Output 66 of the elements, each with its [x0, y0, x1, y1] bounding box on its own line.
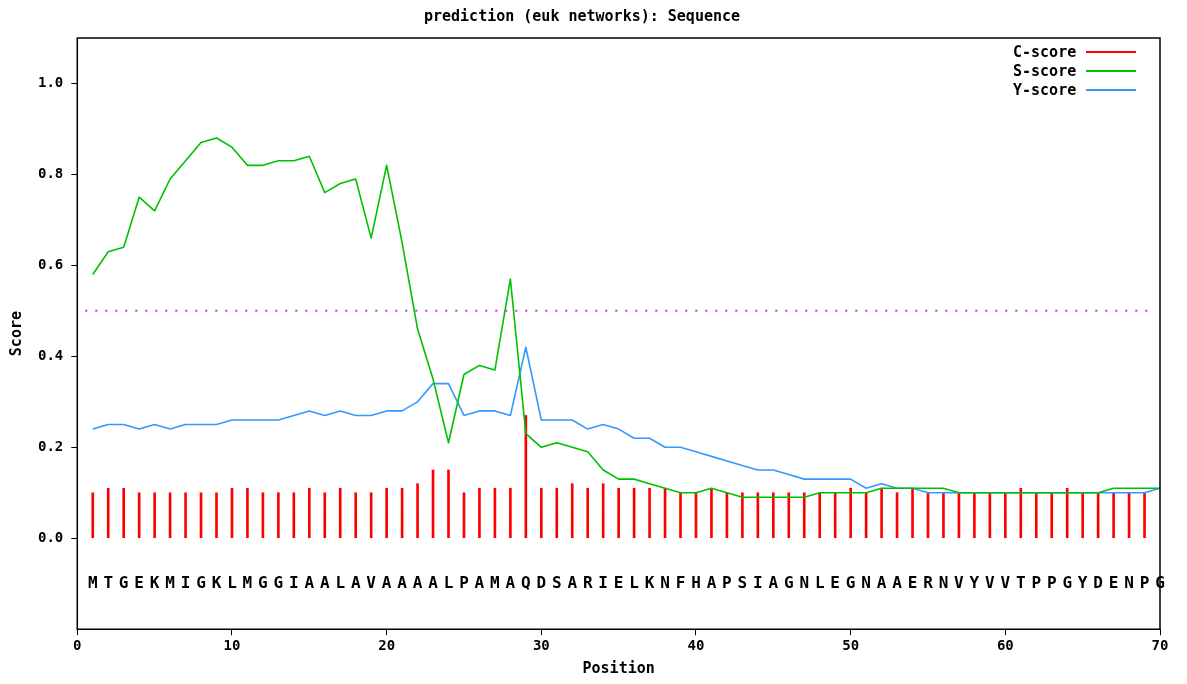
- y-tick-label: 0.6: [37, 256, 64, 273]
- y-tick-label: 1.0: [37, 74, 64, 91]
- bar: [385, 487, 388, 539]
- y-axis-title: Score: [6, 311, 25, 357]
- bar: [586, 487, 590, 539]
- bar: [1019, 487, 1023, 539]
- bar: [416, 483, 419, 539]
- bar: [1065, 487, 1069, 539]
- bar: [570, 483, 574, 539]
- bar: [802, 492, 806, 539]
- bar: [1004, 492, 1007, 539]
- bar: [307, 487, 311, 539]
- bar: [710, 487, 713, 539]
- bar: [601, 483, 605, 539]
- x-tick-label: 20: [378, 637, 396, 654]
- bar: [911, 487, 914, 539]
- bar: [246, 487, 249, 539]
- bar: [1112, 492, 1115, 539]
- bar: [184, 492, 187, 539]
- bar: [833, 492, 837, 539]
- x-tick-label: 10: [223, 637, 241, 654]
- y-tick-label: 0.8: [37, 165, 64, 182]
- y-tick-label: 0.4: [37, 346, 64, 363]
- bar: [818, 492, 822, 539]
- bar: [215, 492, 218, 539]
- y-tick-label: 0.2: [37, 437, 64, 454]
- x-tick-label: 50: [842, 637, 860, 654]
- bar: [973, 492, 976, 539]
- bar: [91, 492, 95, 539]
- bar: [1081, 492, 1084, 539]
- bar: [741, 492, 744, 539]
- legend-label: C-score: [1013, 42, 1077, 61]
- x-axis-title: Position: [582, 658, 655, 677]
- bar: [849, 487, 852, 539]
- bar: [323, 492, 327, 539]
- bar: [354, 492, 358, 539]
- bar: [555, 487, 559, 539]
- legend-label: Y-score: [1013, 80, 1077, 99]
- bar: [880, 487, 883, 539]
- bar: [787, 492, 791, 539]
- bar: [338, 487, 342, 539]
- bar: [1143, 492, 1146, 539]
- bar: [771, 492, 775, 539]
- bar: [478, 487, 481, 539]
- x-tick-label: 40: [687, 637, 705, 654]
- bar: [1034, 492, 1038, 539]
- legend-label: S-score: [1013, 61, 1077, 80]
- bar: [1050, 492, 1054, 539]
- bar: [292, 492, 296, 539]
- bar: [153, 492, 156, 539]
- bar: [539, 487, 543, 539]
- x-tick-label: 60: [996, 637, 1014, 654]
- bar: [617, 487, 620, 539]
- bar: [648, 487, 651, 539]
- x-tick-label: 30: [532, 637, 550, 654]
- bar: [122, 487, 126, 539]
- y-tick-label: 0.0: [37, 528, 64, 545]
- bar: [447, 469, 450, 539]
- bar: [679, 492, 682, 539]
- x-tick-label: 70: [1151, 637, 1169, 654]
- bar: [942, 492, 945, 539]
- x-tick-label: 0: [73, 637, 82, 654]
- bar: [277, 492, 280, 539]
- chart-title: prediction (euk networks): Sequence: [423, 6, 741, 25]
- bar: [509, 487, 512, 539]
- bar: [106, 487, 110, 539]
